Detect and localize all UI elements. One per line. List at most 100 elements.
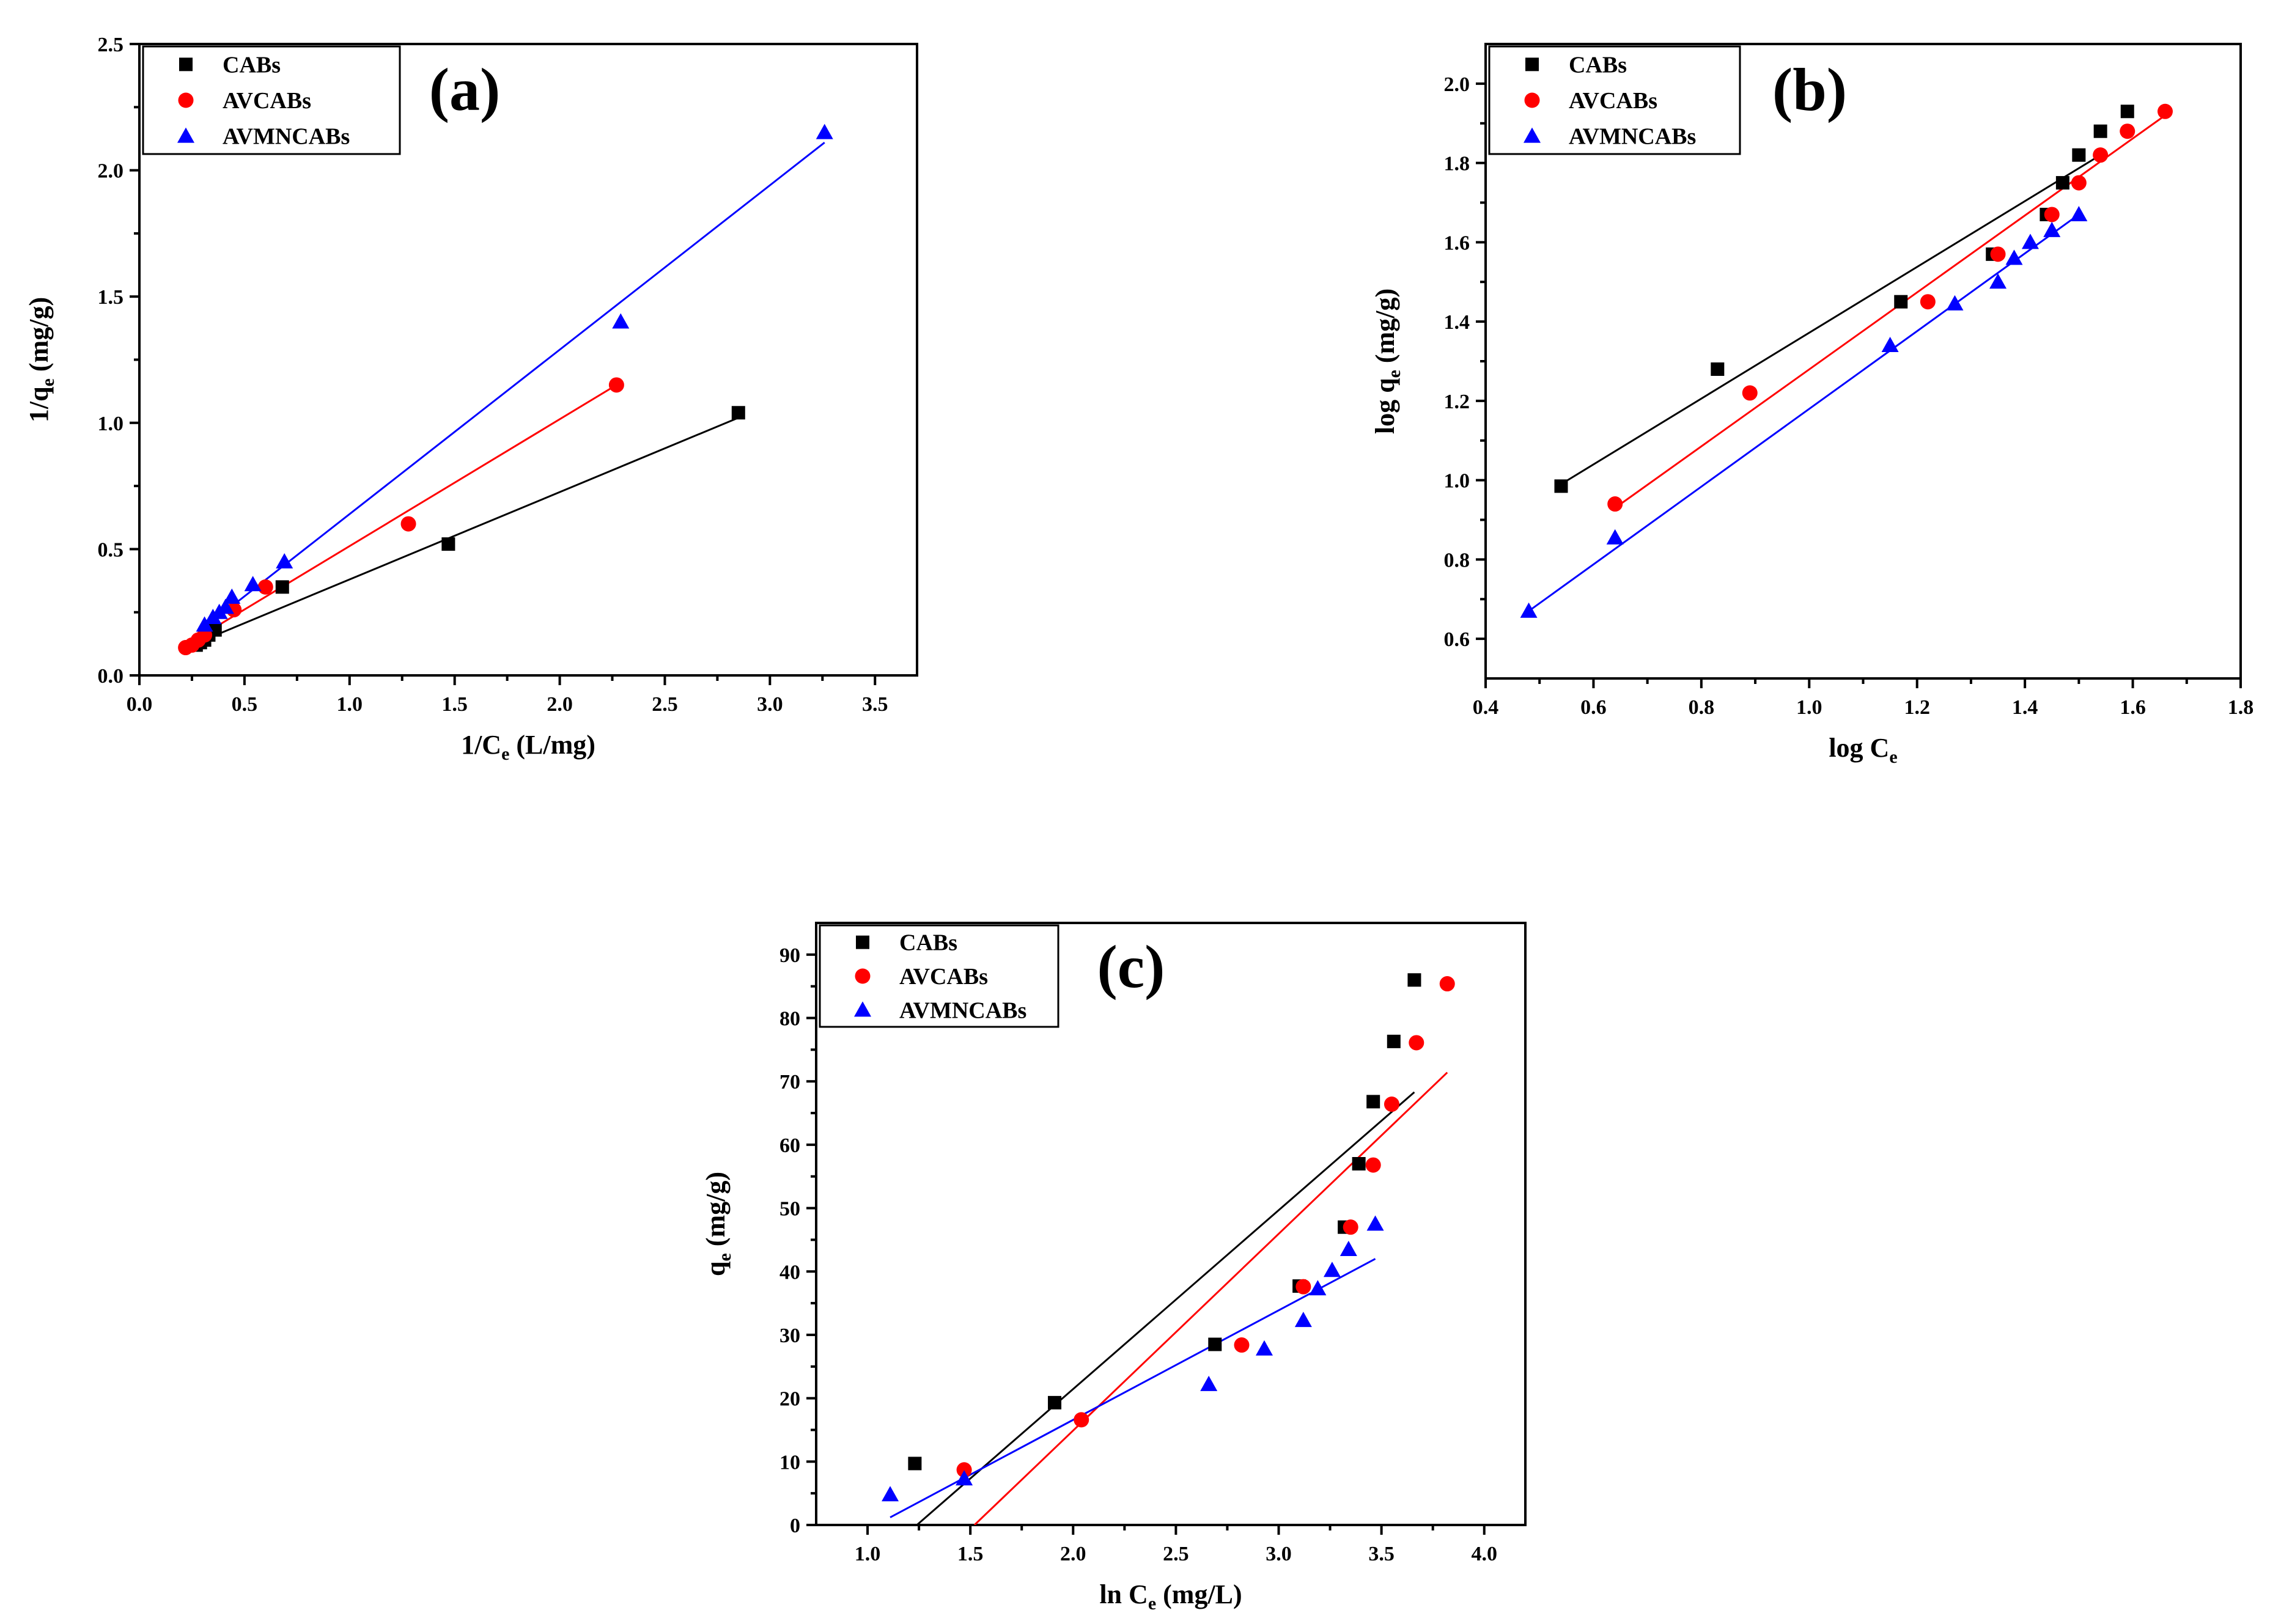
point-avcabs xyxy=(1742,385,1758,401)
point-avcabs xyxy=(1074,1412,1089,1428)
point-avcabs xyxy=(1234,1337,1250,1353)
point-avmncabs xyxy=(1200,1375,1218,1391)
point-avmncabs xyxy=(2070,205,2088,221)
legend-label-avcabs: AVCABs xyxy=(899,964,988,990)
x-tick-label: 3.5 xyxy=(1368,1543,1395,1565)
x-tick-label: 1.0 xyxy=(1796,696,1822,719)
y-tick-label: 1.8 xyxy=(1444,153,1470,175)
y-tick-label: 2.5 xyxy=(98,34,124,56)
point-avcabs xyxy=(2044,207,2060,222)
y-tick-label: 50 xyxy=(779,1198,800,1221)
point-avmncabs xyxy=(244,576,262,592)
point-avcabs xyxy=(1343,1219,1358,1235)
point-cabs xyxy=(1366,1095,1380,1109)
legend-marker-avcabs xyxy=(178,92,194,108)
fit-line-cabs xyxy=(1560,154,2101,485)
legend-label-cabs: CABs xyxy=(1569,52,1627,78)
x-tick-label: 1.5 xyxy=(957,1543,984,1565)
point-cabs xyxy=(2072,148,2086,162)
point-avcabs xyxy=(1990,246,2006,262)
y-tick-label: 1.0 xyxy=(98,413,124,435)
point-cabs xyxy=(731,406,745,420)
y-tick-label: 70 xyxy=(779,1071,800,1093)
legend-marker-avmncabs xyxy=(177,127,194,143)
y-tick-label: 0.8 xyxy=(1444,549,1470,571)
fit-line-avcabs xyxy=(1614,114,2166,509)
y-axis-title-b: log qe (mg/g) xyxy=(1370,288,1404,434)
point-cabs xyxy=(2120,105,2134,119)
point-avcabs xyxy=(1365,1157,1381,1173)
y-tick-label: 1.0 xyxy=(1444,470,1470,493)
point-cabs xyxy=(275,580,289,594)
point-avcabs xyxy=(1384,1097,1399,1112)
x-tick-label: 0.5 xyxy=(232,693,258,716)
point-avmncabs xyxy=(2043,221,2061,237)
y-tick-label: 20 xyxy=(779,1388,800,1411)
x-axis-title-c: ln Ce (mg/L) xyxy=(1099,1579,1242,1614)
x-tick-label: 0.4 xyxy=(1473,696,1499,719)
legend-marker-cabs xyxy=(1525,57,1539,72)
legend-marker-avcabs xyxy=(1524,92,1540,108)
x-tick-label: 1.2 xyxy=(1904,696,1930,719)
point-avmncabs xyxy=(1881,337,1899,353)
point-avcabs xyxy=(2120,123,2135,139)
legend-label-avcabs: AVCABs xyxy=(223,88,311,114)
x-tick-label: 3.5 xyxy=(862,693,888,716)
point-avcabs xyxy=(2071,175,2087,191)
legend-marker-avcabs xyxy=(855,968,871,984)
panel-label-b: (b) xyxy=(1772,56,1847,123)
point-cabs xyxy=(908,1457,922,1471)
y-tick-label: 40 xyxy=(779,1261,800,1284)
point-avmncabs xyxy=(1606,529,1624,545)
point-cabs xyxy=(1048,1395,1062,1409)
point-avmncabs xyxy=(1323,1262,1341,1277)
point-cabs xyxy=(441,537,455,551)
point-avmncabs xyxy=(1309,1280,1327,1296)
plot-area-b xyxy=(1520,103,2173,618)
point-cabs xyxy=(2093,124,2107,138)
x-tick-label: 2.0 xyxy=(1060,1543,1086,1565)
point-avmncabs xyxy=(1989,273,2007,289)
point-avcabs xyxy=(608,377,624,393)
x-tick-label: 0.0 xyxy=(127,693,153,716)
legend-label-avmncabs: AVMNCABs xyxy=(899,998,1026,1023)
x-axis-title-a: 1/Ce (L/mg) xyxy=(461,730,595,764)
point-avcabs xyxy=(1295,1279,1311,1295)
legend-a: CABs AVCABs AVMNCABs xyxy=(142,45,401,155)
point-cabs xyxy=(1407,973,1421,987)
point-avmncabs xyxy=(1946,295,1964,310)
panel-c: 1.0 1.5 2.0 2.5 3.0 3.5 4.0 0 10 20 30 40 50 60 70 80 90… xyxy=(701,922,1527,1614)
x-tick-label: 1.0 xyxy=(855,1543,881,1565)
panel-label-c: (c) xyxy=(1097,933,1165,1001)
fit-line-avmncabs xyxy=(197,141,825,633)
point-avmncabs xyxy=(816,123,833,139)
point-avcabs xyxy=(1607,496,1623,512)
legend-label-cabs: CABs xyxy=(223,52,281,78)
fit-line-avmncabs xyxy=(890,1258,1376,1518)
x-tick-label: 1.4 xyxy=(2012,696,2038,719)
x-tick-label: 0.8 xyxy=(1689,696,1715,719)
legend-label-avmncabs: AVMNCABs xyxy=(1569,124,1696,150)
point-avmncabs xyxy=(216,598,234,614)
point-cabs xyxy=(1387,1034,1401,1048)
plot-frame-c xyxy=(815,922,1527,1526)
y-axis-title-c: qe (mg/g) xyxy=(701,1172,735,1276)
x-tick-label: 0.6 xyxy=(1580,696,1607,719)
y-tick-label: 1.5 xyxy=(98,286,124,309)
panel-a: 0.0 0.5 1.0 1.5 2.0 2.5 3.0 3.5 0.0 0.5 1.0 1.5 2.0 2… xyxy=(24,34,918,764)
point-avmncabs xyxy=(2005,249,2023,265)
legend-marker-cabs xyxy=(856,935,869,949)
plot-area-a xyxy=(178,123,833,656)
legend-marker-avmncabs xyxy=(854,1001,871,1017)
fit-line-cabs xyxy=(185,417,739,648)
point-avmncabs xyxy=(956,1470,973,1486)
x-tick-label: 1.8 xyxy=(2228,696,2254,719)
panel-label-a: (a) xyxy=(429,56,501,123)
point-cabs xyxy=(1554,479,1568,493)
fit-line-cabs xyxy=(916,1091,1415,1525)
x-tick-label: 1.6 xyxy=(2120,696,2146,719)
y-tick-label: 2.0 xyxy=(98,160,124,183)
point-avmncabs xyxy=(612,313,630,329)
legend-label-avcabs: AVCABs xyxy=(1569,88,1657,114)
